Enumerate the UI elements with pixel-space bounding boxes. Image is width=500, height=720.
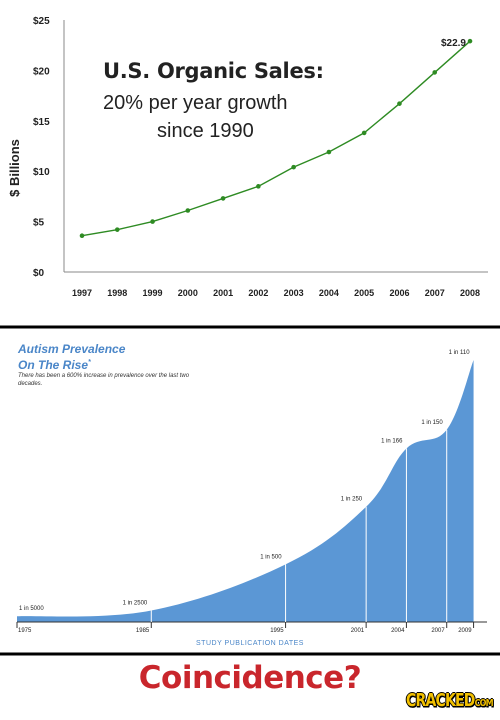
autism-xtick-label: 2001 — [351, 628, 365, 634]
autism-xtick-label: 2007 — [431, 628, 445, 634]
autism-title-line1: Autism Prevalence — [18, 342, 126, 356]
autism-title-asterisk: * — [88, 359, 91, 366]
organic-data-point — [79, 233, 85, 239]
autism-prevalence-chart: 1 in 5000 1 in 2500 1 in 500 1 in 250 1 in 1… — [16, 350, 487, 647]
organic-ytick-label: $20 — [33, 66, 50, 77]
autism-xtick-label: 2004 — [391, 628, 405, 634]
organic-xtick-label: 2007 — [425, 288, 445, 298]
autism-xlabel: STUDY PUBLICATION DATES — [196, 640, 304, 647]
autism-area — [17, 360, 474, 622]
autism-xtick-label: 1995 — [270, 628, 284, 634]
organic-ylabel: $ Billions — [7, 139, 22, 197]
organic-xtick-label: 2005 — [354, 288, 374, 298]
organic-series-line — [81, 40, 471, 237]
organic-data-point — [291, 164, 296, 170]
organic-data-point — [397, 101, 402, 106]
organic-ytick-label: $10 — [33, 167, 50, 178]
autism-point-label: 1 in 110 — [449, 350, 471, 356]
organic-xtick-label: 2004 — [319, 288, 339, 298]
cracked-logo-suffix: COM — [474, 697, 494, 709]
organic-xtick-label: 2002 — [248, 288, 268, 298]
organic-data-point — [467, 38, 473, 44]
organic-data-point — [361, 130, 367, 136]
caption-coincidence: Coincidence? — [138, 660, 362, 696]
organic-data-point — [185, 208, 191, 213]
autism-xtick-label: 1975 — [18, 628, 32, 634]
autism-point-label: 1 in 2500 — [123, 600, 148, 606]
organic-chart-title: U.S. Organic Sales: — [103, 59, 324, 83]
organic-xtick-label: 1997 — [72, 288, 92, 298]
organic-chart-subtitle-line2: since 1990 — [157, 120, 254, 142]
autism-title-line2: On The Rise* — [18, 356, 125, 372]
organic-data-point — [256, 184, 261, 189]
organic-xtick-label: 2000 — [178, 288, 198, 298]
organic-xtick-label: 2001 — [213, 288, 233, 298]
organic-xtick-label: 2006 — [389, 288, 409, 298]
organic-data-point — [326, 149, 332, 155]
cracked-logo: CRACKEDCOM — [406, 691, 494, 711]
organic-data-point — [150, 219, 155, 224]
autism-xtick-label: 1985 — [136, 628, 150, 634]
autism-xtick-label: 2009 — [458, 628, 472, 634]
organic-ytick-label: $15 — [33, 117, 50, 128]
autism-title-line2-text: On The Rise — [18, 358, 89, 372]
organic-data-label: $22.9 — [441, 38, 466, 49]
autism-chart-subtitle: There has been a 600% increase in preval… — [18, 373, 190, 387]
organic-xtick-label: 2003 — [284, 288, 304, 298]
organic-chart-subtitle-line1: 20% per year growth — [103, 92, 288, 114]
organic-data-point — [220, 196, 226, 201]
organic-sales-chart: $0 $5 $10 $15 $20 $25 $ Billions 1997 1998 1999 20… — [7, 16, 488, 298]
autism-point-label: 1 in 150 — [421, 420, 443, 426]
autism-point-label: 1 in 5000 — [19, 606, 44, 612]
autism-point-label: 1 in 166 — [381, 438, 403, 444]
organic-xtick-label: 2008 — [460, 288, 480, 298]
cracked-logo-main: CRACKED — [406, 691, 475, 711]
autism-chart-title: Autism Prevalence On The Rise* — [18, 343, 125, 372]
organic-ytick-label: $0 — [33, 268, 45, 279]
organic-data-point — [114, 227, 120, 232]
organic-ytick-label: $5 — [33, 218, 45, 229]
organic-xtick-label: 1999 — [143, 288, 163, 298]
autism-point-label: 1 in 250 — [341, 497, 363, 503]
organic-ytick-label: $25 — [33, 16, 50, 27]
organic-xtick-label: 1998 — [107, 288, 127, 298]
autism-point-label: 1 in 500 — [260, 554, 282, 560]
organic-data-point — [432, 70, 438, 75]
